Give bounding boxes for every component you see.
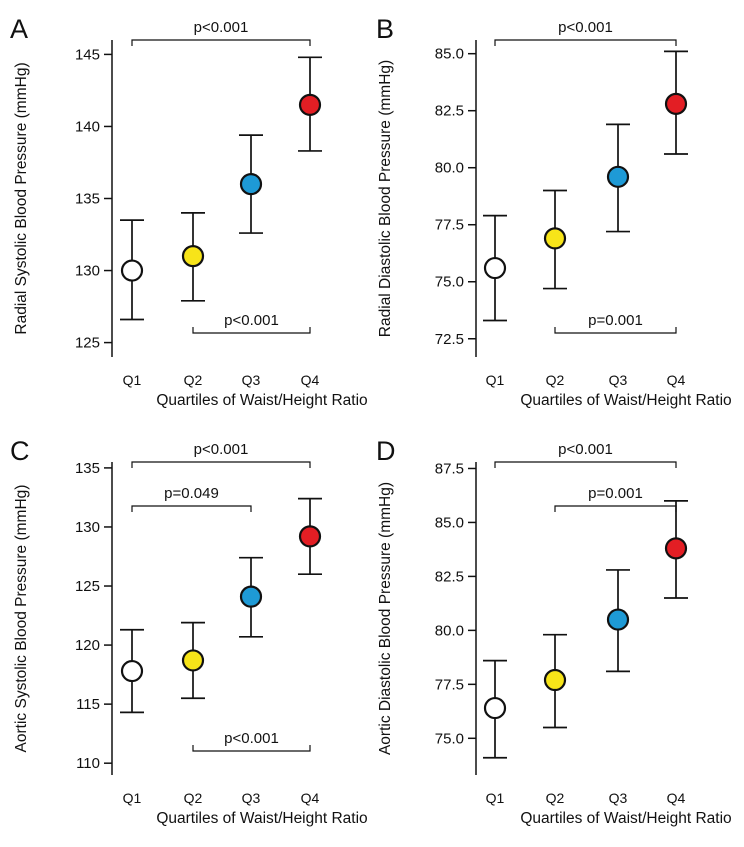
y-axis-label: Radial Systolic Blood Pressure (mmHg) — [13, 62, 30, 334]
x-tick-label: Q4 — [667, 372, 686, 388]
y-tick-label: 72.5 — [435, 331, 464, 348]
y-tick-label: 135 — [75, 460, 100, 477]
x-tick-label: Q4 — [667, 790, 686, 806]
y-tick-label: 130 — [75, 519, 100, 536]
y-tick-label: 87.5 — [435, 460, 464, 477]
panel-b: B 72.5 75.0 77.5 80.0 82.5 85.0 Radial Diastoli… — [376, 14, 732, 409]
data-point-q4 — [664, 537, 688, 560]
data-point-q3 — [606, 165, 630, 188]
significance-bracket — [554, 327, 677, 334]
p-value-label: p=0.001 — [588, 485, 643, 502]
x-tick-label: Q2 — [184, 372, 203, 388]
y-tick-label: 82.5 — [435, 568, 464, 585]
significance-bracket — [494, 461, 677, 468]
data-point-q4 — [298, 525, 322, 548]
x-tick-label: Q3 — [609, 372, 628, 388]
x-tick-label: Q4 — [301, 790, 320, 806]
y-axis-label: Radial Diastolic Blood Pressure (mmHg) — [377, 60, 394, 337]
y-tick-label: 82.5 — [435, 103, 464, 120]
data-point-q2 — [181, 245, 205, 268]
panel-letter: C — [10, 436, 30, 466]
y-tick-label: 115 — [76, 696, 100, 713]
x-tick-label: Q3 — [242, 790, 261, 806]
y-tick-label: 85.0 — [435, 514, 464, 531]
data-point-q1 — [483, 696, 507, 720]
panel-a: A 125 130 135 140 145 Radial Systolic Blood Pr… — [10, 14, 368, 409]
y-tick-label: 135 — [75, 191, 100, 208]
significance-bracket — [554, 505, 677, 512]
p-value-label: p<0.001 — [224, 312, 279, 329]
x-tick-label: Q2 — [184, 790, 203, 806]
significance-bracket — [192, 327, 311, 334]
x-tick-label: Q1 — [486, 790, 505, 806]
data-point-q2 — [181, 649, 205, 672]
p-value-label: p<0.001 — [194, 441, 249, 458]
p-value-label: p<0.001 — [194, 19, 249, 36]
data-point-q1 — [120, 659, 144, 683]
y-tick-label: 85.0 — [435, 46, 464, 63]
x-axis-label: Quartiles of Waist/Height Ratio — [156, 392, 367, 409]
y-tick-label: 140 — [75, 118, 100, 135]
p-value-label: p<0.001 — [224, 730, 279, 747]
y-tick-label: 130 — [75, 263, 100, 280]
y-tick-label: 120 — [75, 637, 100, 654]
data-point-q3 — [606, 608, 630, 631]
x-tick-label: Q1 — [123, 790, 142, 806]
panel-c: C 110 115 120 125 130 135 Aortic Systolic Blood… — [10, 436, 368, 827]
significance-bracket — [192, 745, 311, 752]
data-point-q2 — [543, 668, 567, 692]
significance-bracket — [494, 39, 677, 46]
x-axis-label: Quartiles of Waist/Height Ratio — [156, 810, 367, 827]
significance-bracket — [131, 39, 311, 46]
y-tick-label: 125 — [75, 335, 100, 352]
x-tick-label: Q4 — [301, 372, 320, 388]
panel-letter: B — [376, 14, 394, 44]
significance-bracket — [131, 461, 311, 468]
y-tick-label: 145 — [75, 46, 100, 63]
panel-letter: D — [376, 436, 396, 466]
x-tick-label: Q1 — [486, 372, 505, 388]
x-tick-label: Q2 — [546, 372, 565, 388]
x-tick-label: Q1 — [123, 372, 142, 388]
data-point-q1 — [483, 256, 507, 280]
y-tick-label: 75.0 — [435, 730, 464, 747]
data-point-q2 — [543, 227, 567, 250]
y-axis-label: Aortic Diastolic Blood Pressure (mmHg) — [377, 482, 394, 755]
x-tick-label: Q3 — [242, 372, 261, 388]
y-tick-label: 77.5 — [435, 676, 464, 693]
y-tick-label: 110 — [76, 755, 100, 772]
p-value-label: p=0.049 — [164, 485, 219, 502]
significance-bracket — [131, 505, 252, 512]
data-point-q4 — [298, 93, 322, 116]
data-point-q4 — [664, 92, 688, 115]
data-point-q3 — [239, 585, 263, 608]
p-value-label: p=0.001 — [588, 312, 643, 329]
y-tick-label: 125 — [75, 578, 100, 595]
panel-d: D 75.0 77.5 80.0 82.5 85.0 87.5 Aortic Diastoli… — [376, 436, 732, 827]
x-axis-label: Quartiles of Waist/Height Ratio — [520, 810, 731, 827]
y-axis-label: Aortic Systolic Blood Pressure (mmHg) — [13, 485, 30, 753]
p-value-label: p<0.001 — [558, 441, 613, 458]
x-axis-label: Quartiles of Waist/Height Ratio — [520, 392, 731, 409]
data-point-q3 — [239, 172, 263, 196]
y-tick-label: 77.5 — [435, 217, 464, 234]
y-tick-label: 80.0 — [435, 622, 464, 639]
y-tick-label: 75.0 — [435, 274, 464, 291]
x-tick-label: Q2 — [546, 790, 565, 806]
p-value-label: p<0.001 — [558, 19, 613, 36]
x-tick-label: Q3 — [609, 790, 628, 806]
y-tick-label: 80.0 — [435, 160, 464, 177]
data-point-q1 — [120, 259, 144, 282]
panel-letter: A — [10, 14, 28, 44]
